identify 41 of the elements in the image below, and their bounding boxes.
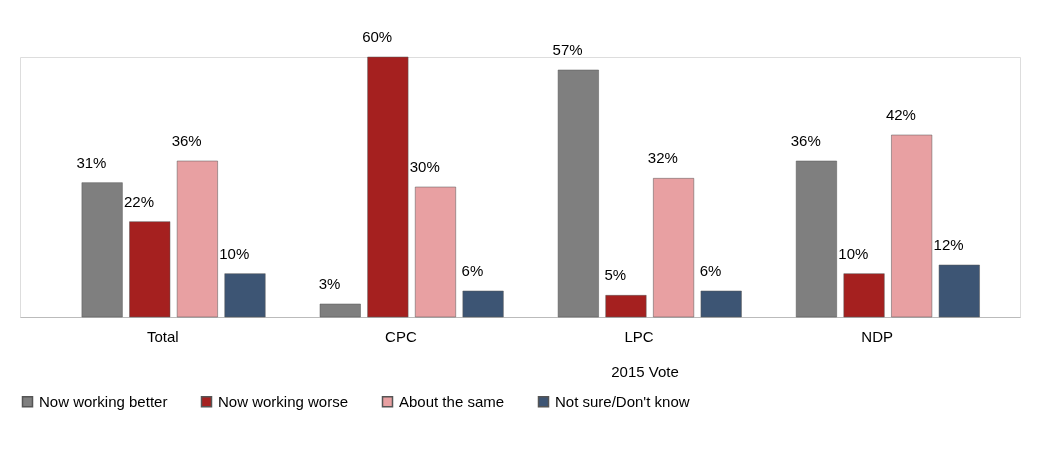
data-label: 36% bbox=[790, 132, 821, 149]
data-label: 60% bbox=[362, 28, 393, 45]
data-label: 6% bbox=[699, 262, 722, 279]
bar bbox=[938, 264, 980, 318]
bar bbox=[462, 290, 504, 318]
x-tick-label: LPC bbox=[624, 327, 654, 345]
legend-label: Not sure/Don't know bbox=[555, 392, 690, 410]
data-label: 36% bbox=[171, 132, 202, 149]
data-label: 31% bbox=[76, 153, 107, 171]
bar bbox=[129, 221, 171, 318]
text: 2015 Vote bbox=[611, 363, 679, 380]
bar bbox=[700, 290, 742, 318]
bar bbox=[891, 134, 933, 318]
bar bbox=[795, 160, 837, 318]
data-label: 42% bbox=[885, 106, 916, 123]
legend-label: Now working worse bbox=[218, 392, 349, 410]
bar bbox=[557, 69, 599, 318]
legend-label: About the same bbox=[399, 392, 505, 410]
x-tick-label: NDP bbox=[861, 327, 893, 345]
data-label: 10% bbox=[219, 244, 250, 262]
legend-label: Now working better bbox=[39, 392, 168, 410]
data-label: 12% bbox=[933, 236, 964, 253]
data-label: 5% bbox=[604, 266, 627, 284]
bar bbox=[653, 178, 695, 318]
bar bbox=[176, 160, 218, 318]
data-label: 3% bbox=[318, 275, 341, 292]
data-label: 57% bbox=[552, 41, 583, 58]
bar bbox=[367, 56, 409, 318]
data-label: 10% bbox=[838, 244, 869, 262]
bar bbox=[224, 273, 266, 318]
data-label: 6% bbox=[461, 262, 484, 279]
data-label: 32% bbox=[647, 149, 678, 167]
data-label: 30% bbox=[409, 158, 440, 175]
bar bbox=[605, 295, 647, 318]
bar bbox=[414, 186, 456, 318]
bar bbox=[319, 303, 361, 318]
bar bbox=[81, 182, 123, 318]
data-label: 22% bbox=[124, 192, 155, 210]
x-tick-label: Total bbox=[147, 327, 179, 345]
bar bbox=[843, 273, 885, 318]
x-tick-label: CPC bbox=[385, 327, 417, 345]
